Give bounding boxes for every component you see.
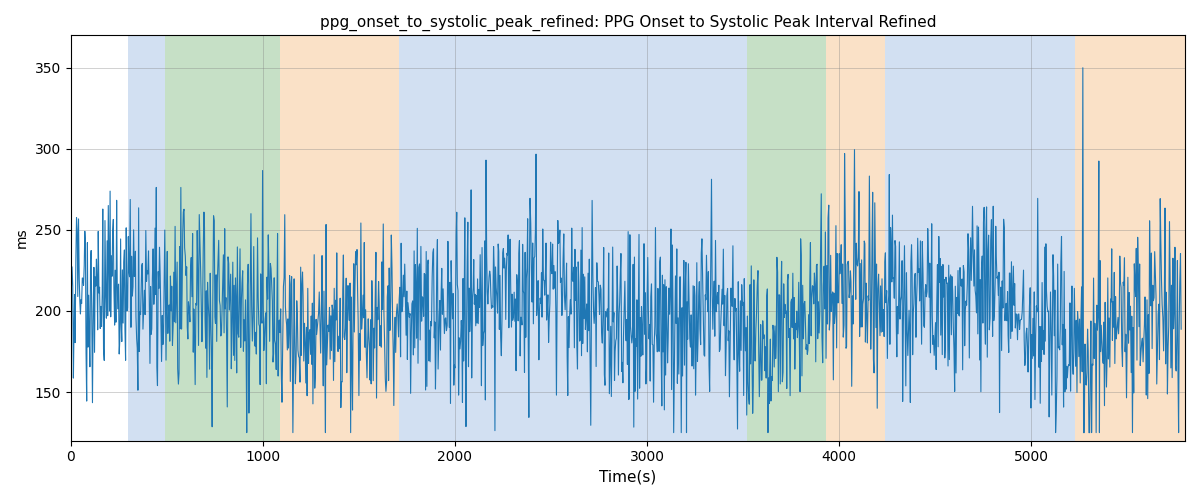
Bar <box>886 36 1046 440</box>
Bar <box>1046 36 1075 440</box>
Bar <box>746 36 826 440</box>
X-axis label: Time(s): Time(s) <box>599 470 656 485</box>
Y-axis label: ms: ms <box>16 228 29 248</box>
Bar <box>557 36 580 440</box>
Bar <box>280 36 400 440</box>
Bar <box>400 36 557 440</box>
Bar <box>670 36 678 440</box>
Bar <box>678 36 746 440</box>
Bar <box>164 36 280 440</box>
Title: ppg_onset_to_systolic_peak_refined: PPG Onset to Systolic Peak Interval Refined: ppg_onset_to_systolic_peak_refined: PPG … <box>319 15 936 31</box>
Bar <box>580 36 670 440</box>
Bar <box>826 36 886 440</box>
Bar <box>128 36 164 440</box>
Bar <box>1075 36 1184 440</box>
